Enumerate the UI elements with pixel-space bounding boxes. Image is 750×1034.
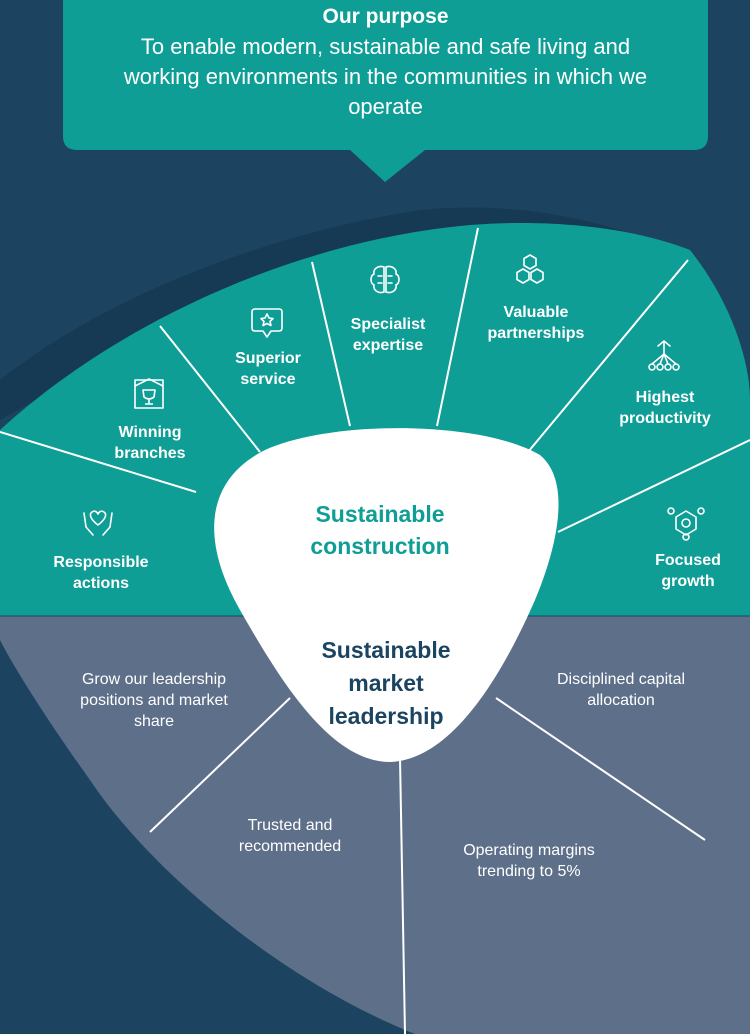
pillar-focused-growth: Focused growth	[655, 552, 721, 590]
pillar-winning-branches: Winning branches	[114, 424, 186, 462]
target-nodes-icon	[667, 507, 705, 541]
hands-heart-icon	[83, 510, 113, 536]
purpose-text: To enable modern, sustainable and safe l…	[123, 34, 648, 119]
pillar-specialist-expertise: Specialist expertise	[350, 316, 426, 354]
purpose-box: Our purpose To enable modern, sustainabl…	[63, 0, 708, 150]
purpose-title: Our purpose	[322, 5, 449, 28]
outcomes-section	[0, 616, 750, 1034]
outcome-grow-leadership: Grow our leadership positions and market…	[80, 671, 228, 730]
pillar-highest-productivity: Highest productivity	[619, 389, 711, 427]
pillar-dividers	[0, 227, 750, 533]
trophy-building-icon	[134, 378, 164, 409]
purpose-callout	[63, 0, 708, 182]
outcome-trusted-recommended: Trusted and recommended	[238, 817, 342, 855]
core-lower-label: Sustainable market leadership	[321, 637, 451, 729]
star-speech-icon	[251, 308, 283, 338]
hexagons-icon	[516, 254, 544, 284]
core-upper-label: Sustainable construction	[310, 501, 450, 559]
brain-icon	[370, 265, 400, 294]
pillar-valuable-partnerships: Valuable partnerships	[487, 304, 585, 342]
core-shape	[214, 428, 559, 762]
outcome-operating-margins: Operating margins trending to 5%	[463, 842, 595, 880]
pillar-superior-service: Superior service	[235, 350, 301, 388]
capabilities-section	[0, 222, 750, 617]
outcome-disciplined-capital: Disciplined capital allocation	[556, 671, 686, 709]
network-icon	[648, 339, 680, 371]
pillar-responsible-actions: Responsible actions	[53, 554, 149, 592]
